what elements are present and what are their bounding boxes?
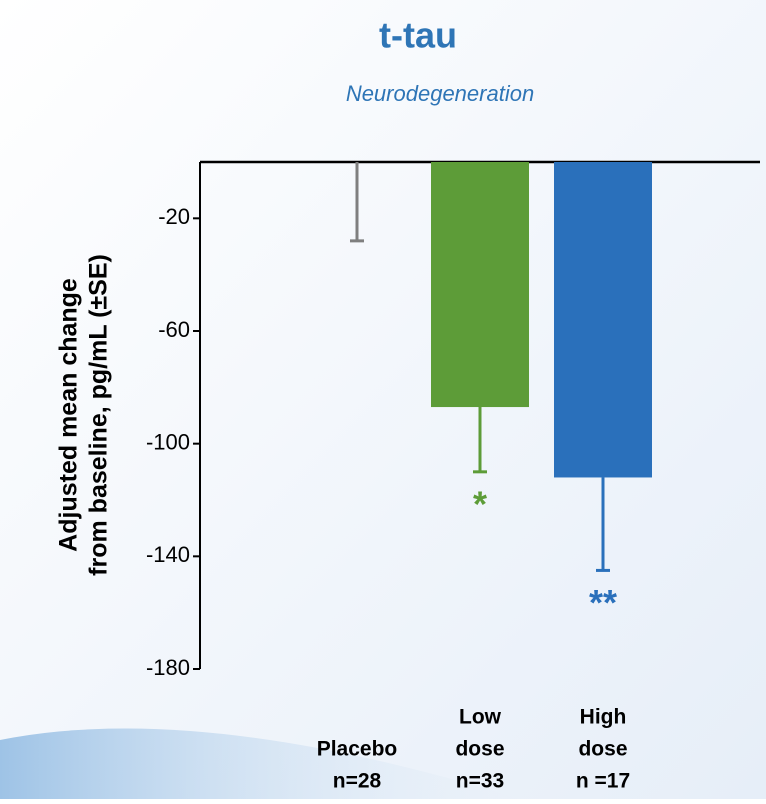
y-label-line: from baseline, pg/mL (±SE) xyxy=(85,254,113,576)
x-tick-label: n=33 xyxy=(456,770,504,793)
y-tick-label: -20 xyxy=(158,204,190,229)
x-tick-label: n =17 xyxy=(576,770,630,793)
bar xyxy=(431,162,529,408)
significance: * xyxy=(473,483,487,524)
y-axis-title: Adjusted mean change from baseline, pg/m… xyxy=(55,254,113,576)
x-tick-label: High xyxy=(580,706,627,729)
x-tick-label: n=28 xyxy=(333,770,382,793)
y-tick-label: -180 xyxy=(146,655,190,680)
y-tick-label: -100 xyxy=(146,429,190,454)
chart-title: t-tau xyxy=(379,15,457,56)
chart-subtitle: Neurodegeneration xyxy=(346,81,534,106)
y-label-line: Adjusted mean change xyxy=(55,278,83,552)
significance: ** xyxy=(589,582,617,623)
swoosh xyxy=(0,728,520,799)
x-tick-label: dose xyxy=(455,738,504,761)
y-tick-label: -140 xyxy=(146,542,190,567)
x-tick-label: dose xyxy=(578,738,627,761)
bar xyxy=(554,162,652,478)
y-tick-label: -60 xyxy=(158,317,190,342)
x-tick-label: Low xyxy=(459,706,502,729)
x-tick-label: Placebo xyxy=(317,738,398,761)
